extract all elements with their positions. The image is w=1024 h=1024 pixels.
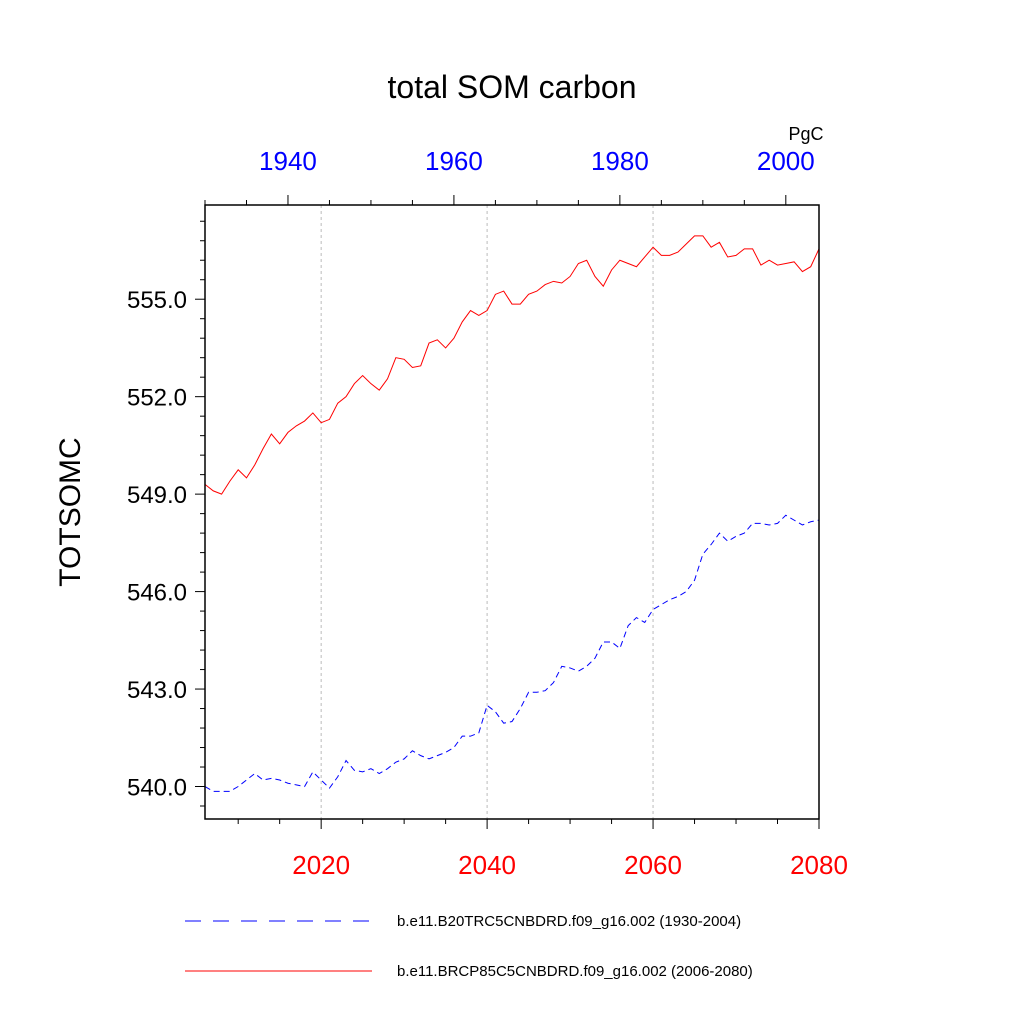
tick-labels: 540.0 543.0 546.0 549.0 552.0 555.0 2020 2040 20…: [127, 146, 848, 880]
series-line-rcp85: [204, 235, 820, 495]
legend-label-rcp85: b.e11.BRCP85C5CNBDRD.f09_g16.002 (2006-2…: [397, 963, 753, 980]
x-bottom-tick-label: 2020: [292, 850, 350, 880]
y-tick-label: 549.0: [127, 482, 187, 509]
series-layer: [204, 235, 820, 792]
legend: b.e11.B20TRC5CNBDRD.f09_g16.002 (1930-20…: [185, 913, 753, 980]
y-tick-label: 543.0: [127, 677, 187, 704]
x-top-tick-label: 1940: [259, 146, 317, 176]
y-tick-label: 546.0: [127, 580, 187, 607]
x-bottom-tick-label: 2040: [458, 850, 516, 880]
y-axis-label: TOTSOMC: [54, 437, 87, 586]
axis-ticks: [195, 195, 820, 829]
chart-title: total SOM carbon: [388, 69, 637, 105]
x-bottom-tick-label: 2060: [624, 850, 682, 880]
plot-frame: [204, 204, 820, 820]
series-line-historical: [204, 514, 820, 792]
x-top-tick-label: 2000: [757, 146, 815, 176]
units-label: PgC: [788, 124, 823, 144]
x-top-tick-label: 1980: [591, 146, 649, 176]
legend-label-historical: b.e11.B20TRC5CNBDRD.f09_g16.002 (1930-20…: [397, 913, 741, 930]
y-tick-label: 552.0: [127, 385, 187, 412]
x-bottom-tick-label: 2080: [790, 850, 848, 880]
y-tick-label: 540.0: [127, 775, 187, 802]
grid-lines: [320, 205, 654, 819]
y-tick-label: 555.0: [127, 287, 187, 314]
x-top-tick-label: 1960: [425, 146, 483, 176]
